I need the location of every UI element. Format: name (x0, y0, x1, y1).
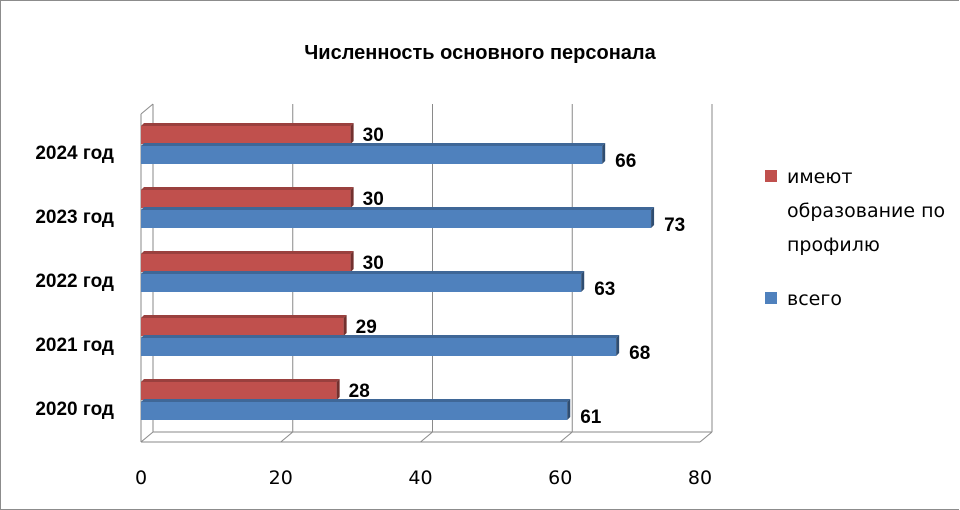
data-label: 30 (363, 253, 384, 274)
floor-tick (420, 431, 433, 443)
legend-swatch-profile (765, 170, 777, 182)
bar (141, 402, 568, 420)
x-tick-label: 20 (269, 467, 293, 489)
floor-tick (559, 431, 573, 443)
data-label: 30 (363, 189, 384, 210)
bar (141, 382, 337, 400)
bar-top (141, 335, 620, 338)
legend-item-profile: имеют образование по профилю (765, 160, 960, 262)
bar-end (616, 335, 620, 356)
category-label: 2020 год (35, 399, 114, 420)
x-tick-label: 0 (135, 467, 147, 489)
bar-top (141, 271, 585, 274)
bar-end (350, 123, 354, 144)
bar (141, 318, 344, 336)
wall-top-edge (140, 103, 154, 115)
data-label: 28 (349, 381, 370, 402)
legend-item-total: всего (765, 282, 960, 316)
bar-top (141, 207, 655, 210)
category-label: 2021 год (35, 335, 114, 356)
bar-end (602, 143, 606, 164)
bar-end (350, 187, 354, 208)
data-label: 61 (580, 407, 602, 428)
floor-tick (140, 431, 154, 443)
bar (141, 338, 617, 356)
x-tick-label: 80 (688, 467, 712, 489)
bar (141, 126, 351, 144)
bar-top (141, 251, 354, 254)
data-label: 63 (594, 279, 615, 300)
bar-top (141, 379, 340, 382)
x-tick-label: 60 (548, 467, 572, 489)
floor-tick (699, 431, 713, 443)
floor-tick (280, 431, 294, 443)
category-label: 2024 год (35, 143, 114, 164)
data-label: 73 (664, 215, 685, 236)
bar-end (336, 379, 340, 400)
bar-end (581, 271, 585, 292)
x-tick-label: 40 (408, 467, 432, 489)
bar (141, 254, 351, 272)
bar-top (141, 123, 354, 126)
bar-end (350, 251, 354, 272)
bar (141, 210, 652, 228)
chart-title: Численность основного персонала (304, 42, 656, 64)
bar (141, 274, 582, 292)
bar-top (141, 143, 606, 146)
category-label: 2023 год (35, 207, 114, 228)
bar (141, 190, 351, 208)
bar-end (343, 315, 347, 336)
data-label: 30 (363, 125, 384, 146)
bar-top (141, 399, 571, 402)
data-label: 29 (356, 317, 377, 338)
bar-top (141, 315, 347, 318)
legend-swatch-total (765, 292, 777, 304)
bar (141, 146, 603, 164)
bar-top (141, 187, 354, 190)
bar-end (567, 399, 571, 420)
category-label: 2022 год (35, 271, 114, 292)
bar-end (651, 207, 655, 228)
legend: имеют образование по профилю всего (765, 160, 960, 316)
legend-label-total: всего (787, 288, 842, 310)
legend-label-profile: имеют образование по профилю (787, 166, 946, 256)
data-label: 68 (629, 343, 650, 364)
data-label: 66 (615, 151, 636, 172)
